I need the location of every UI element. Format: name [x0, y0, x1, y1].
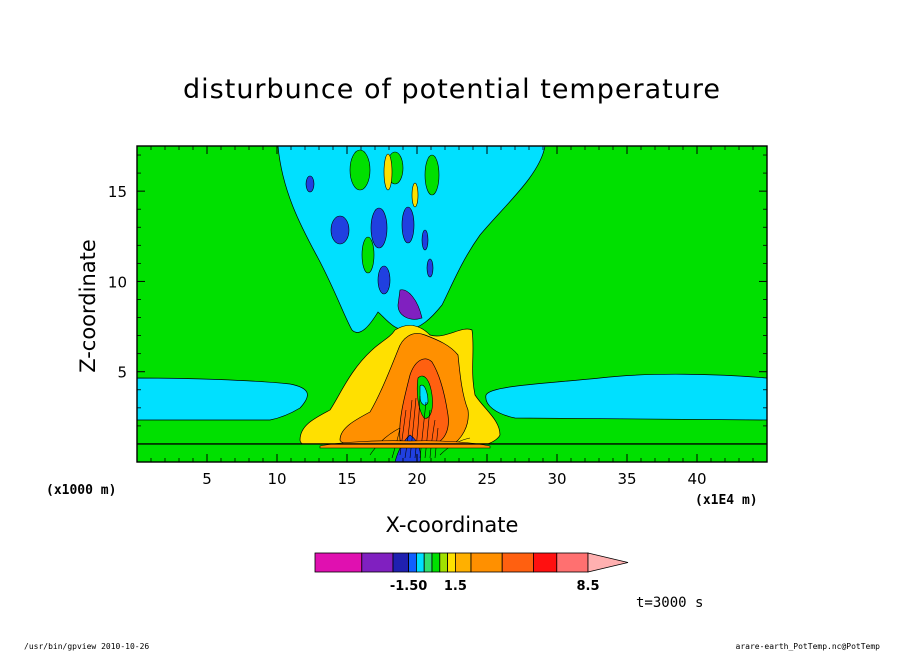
colorbar-box — [470, 552, 503, 573]
y-axis-ticks: 5 10 15 — [108, 154, 767, 445]
contour-field — [137, 146, 767, 462]
colorbar-box — [454, 552, 472, 573]
x-unit-label: (x1000 m) — [46, 483, 117, 498]
x-tick-label: 40 — [687, 470, 706, 488]
colorbar-box — [556, 552, 589, 573]
green-pocket — [361, 236, 375, 274]
x-scale-label: (x1E4 m) — [695, 493, 758, 508]
y-tick-label: 10 — [108, 273, 127, 291]
green-pocket — [424, 154, 440, 196]
colorbar-box — [447, 552, 456, 573]
cold-blob — [305, 175, 315, 193]
cold-blob — [330, 215, 350, 245]
cold-blob — [426, 258, 434, 278]
footer-right: arare-earth_PotTemp.nc@PotTemp — [735, 642, 881, 651]
chart-title: disturbunce of potential temperature — [183, 74, 721, 105]
green-pocket — [349, 149, 371, 191]
cool-lobe-left — [137, 377, 308, 421]
colorbar: -1.50 1.5 8.5 — [314, 552, 629, 594]
x-tick-label: 10 — [267, 470, 286, 488]
colorbar-box — [431, 552, 441, 573]
x-axis-label: X-coordinate — [385, 513, 519, 537]
y-axis-label: Z-coordinate — [76, 239, 100, 373]
time-label: t=3000 s — [636, 595, 704, 611]
cool-lobe-right — [485, 373, 767, 421]
y-tick-label: 15 — [108, 183, 127, 201]
colorbar-tick-label: 8.5 — [576, 579, 599, 594]
colorbar-box — [408, 552, 417, 573]
colorbar-tick-label: -1.50 — [390, 579, 427, 594]
warm-streak — [411, 182, 419, 208]
cold-blob — [401, 206, 415, 244]
core-cyan — [419, 384, 429, 406]
colorbar-arrow — [587, 552, 629, 573]
warm-streak — [383, 153, 393, 191]
footer-left: /usr/bin/gpview 2010-10-26 — [24, 642, 150, 651]
x-tick-label: 30 — [547, 470, 566, 488]
colorbar-box — [439, 552, 448, 573]
surface-band — [137, 444, 767, 462]
x-tick-label: 35 — [617, 470, 636, 488]
cold-blob — [370, 207, 388, 249]
colorbar-tick-label: 1.5 — [444, 579, 467, 594]
colorbar-box — [533, 552, 558, 573]
x-axis-ticks: 5 10 15 20 25 30 35 40 — [150, 146, 754, 488]
colorbar-box — [423, 552, 433, 573]
dense-contours — [369, 395, 471, 459]
colorbar-box — [415, 552, 425, 573]
colorbar-box — [361, 552, 394, 573]
cold-core — [397, 289, 423, 320]
x-tick-label: 25 — [477, 470, 496, 488]
colorbar-box — [392, 552, 410, 573]
plot-frame — [136, 145, 768, 463]
colorbar-box — [501, 552, 534, 573]
x-tick-label: 5 — [202, 470, 212, 488]
y-tick-label: 5 — [117, 364, 127, 382]
cold-blob — [377, 265, 391, 295]
cold-blob — [421, 229, 429, 251]
x-tick-label: 20 — [407, 470, 426, 488]
colorbar-box — [314, 552, 363, 573]
x-tick-label: 15 — [337, 470, 356, 488]
